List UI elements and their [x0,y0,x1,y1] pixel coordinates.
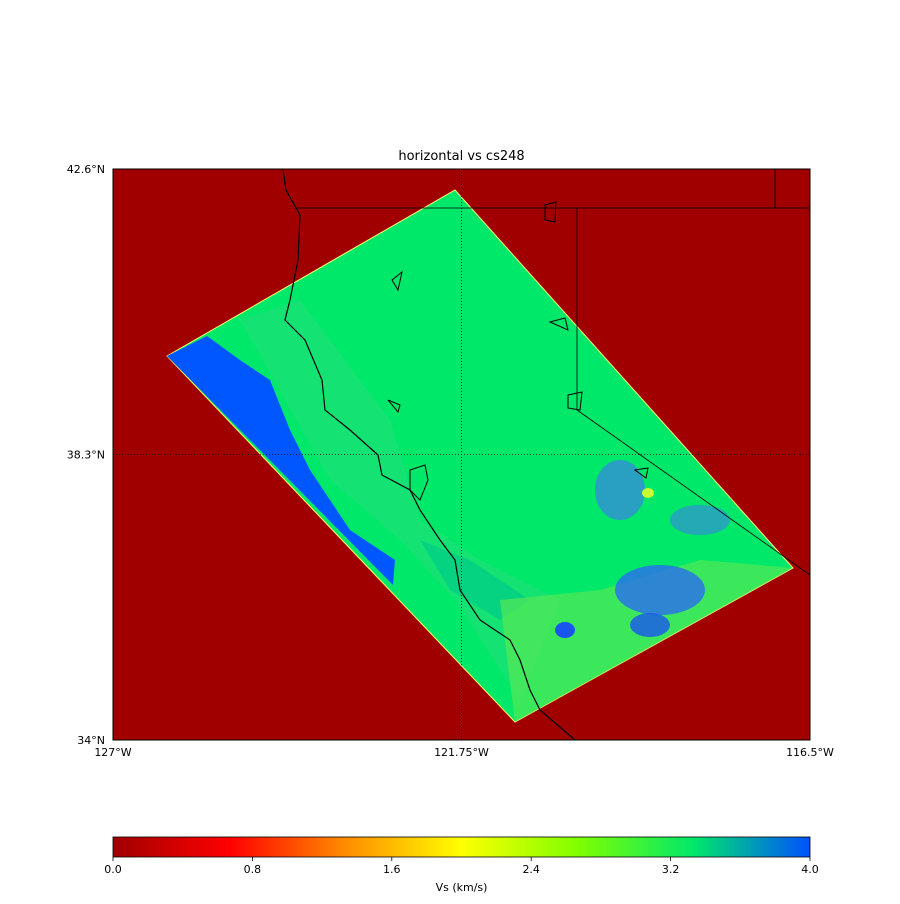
model-patch [595,460,645,520]
x-tick-label: 127°W [94,746,131,759]
colorbar-tick-label: 2.4 [522,863,540,876]
model-patch [615,565,705,615]
model-patch [500,560,793,722]
colorbar-tick-label: 4.0 [801,863,819,876]
model-patch [670,505,730,535]
map-layer [166,169,810,740]
colorbar-tick-label: 3.2 [662,863,680,876]
colorbar-tick-label: 0.0 [104,863,122,876]
colorbar [112,836,811,858]
lake-outline [387,201,649,501]
model-patch [630,613,670,637]
y-tick-label: 38.3°N [67,449,105,462]
model-patch [555,622,575,638]
model-low-region [167,336,395,585]
model-patch [642,488,654,498]
x-tick-label: 116.5°W [786,746,834,759]
colorbar-label: Vs (km/s) [436,881,488,894]
colorbar-tick-label: 1.6 [383,863,401,876]
colorbar-tick-label: 0.8 [244,863,262,876]
y-tick-label: 34°N [77,734,105,747]
x-tick-label: 121.75°W [434,746,489,759]
y-tick-label: 42.6°N [67,163,105,176]
title: horizontal vs cs248 [398,149,524,164]
coastline [282,169,576,740]
